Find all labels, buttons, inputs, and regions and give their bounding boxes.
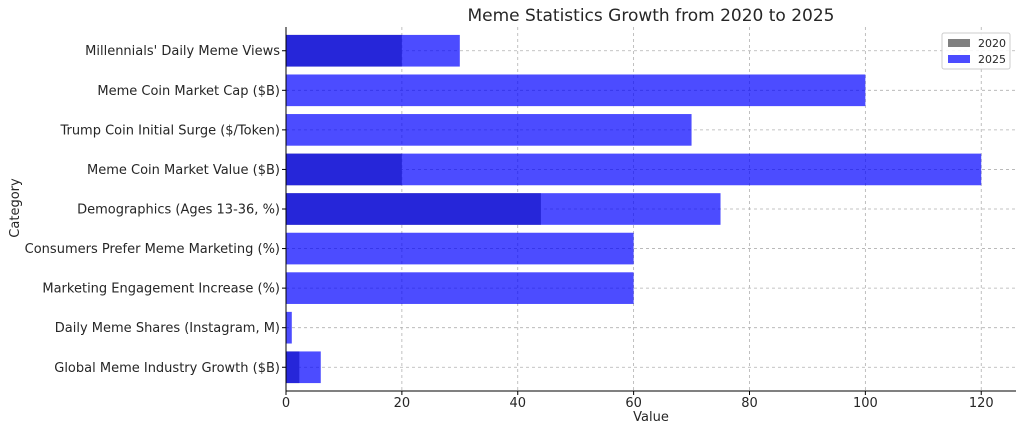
bar-2025-0	[286, 351, 321, 384]
x-tick-label: 20	[394, 396, 411, 411]
x-tick-label: 120	[969, 396, 994, 411]
y-tick-label: Trump Coin Initial Surge ($/Token)	[59, 123, 280, 138]
bar-2025-4	[286, 193, 721, 225]
bar-2025-3	[286, 232, 634, 265]
bar-2025-7	[286, 74, 866, 107]
y-tick-label: Global Meme Industry Growth ($B)	[54, 361, 280, 376]
y-axis-label: Category	[8, 178, 23, 238]
y-tick-label: Marketing Engagement Increase (%)	[42, 282, 280, 297]
bars-layer	[286, 34, 982, 384]
legend-label-2025: 2025	[978, 53, 1006, 66]
x-tick-label: 80	[741, 396, 758, 411]
x-tick-label: 0	[282, 396, 290, 411]
y-tick-label: Meme Coin Market Cap ($B)	[97, 84, 280, 99]
chart-title: Meme Statistics Growth from 2020 to 2025	[468, 6, 835, 26]
bar-2025-8	[286, 34, 460, 67]
y-tick-label: Millennials' Daily Meme Views	[85, 44, 280, 59]
legend-swatch-2025	[948, 55, 970, 63]
legend-swatch-2020	[948, 39, 970, 47]
x-tick-label: 100	[853, 396, 878, 411]
y-tick-label: Daily Meme Shares (Instagram, M)	[55, 321, 280, 336]
bar-2025-6	[286, 114, 692, 146]
x-axis-label: Value	[633, 410, 669, 425]
x-tick-label: 60	[625, 396, 642, 411]
y-tick-label: Consumers Prefer Meme Marketing (%)	[25, 242, 280, 257]
y-tick-label: Demographics (Ages 13-36, %)	[77, 203, 280, 218]
y-tick-label: Meme Coin Market Value ($B)	[87, 163, 280, 178]
bar-2025-1	[286, 311, 292, 344]
bar-2025-2	[286, 272, 634, 304]
legend-label-2020: 2020	[978, 37, 1006, 50]
x-tick-label: 40	[509, 396, 526, 411]
bar-2025-5	[286, 153, 982, 186]
legend: 2020 2025	[941, 32, 1011, 70]
axes-layer: 0 20 40 60 80 100 120 Global Meme Industry Grow…	[25, 27, 1016, 411]
